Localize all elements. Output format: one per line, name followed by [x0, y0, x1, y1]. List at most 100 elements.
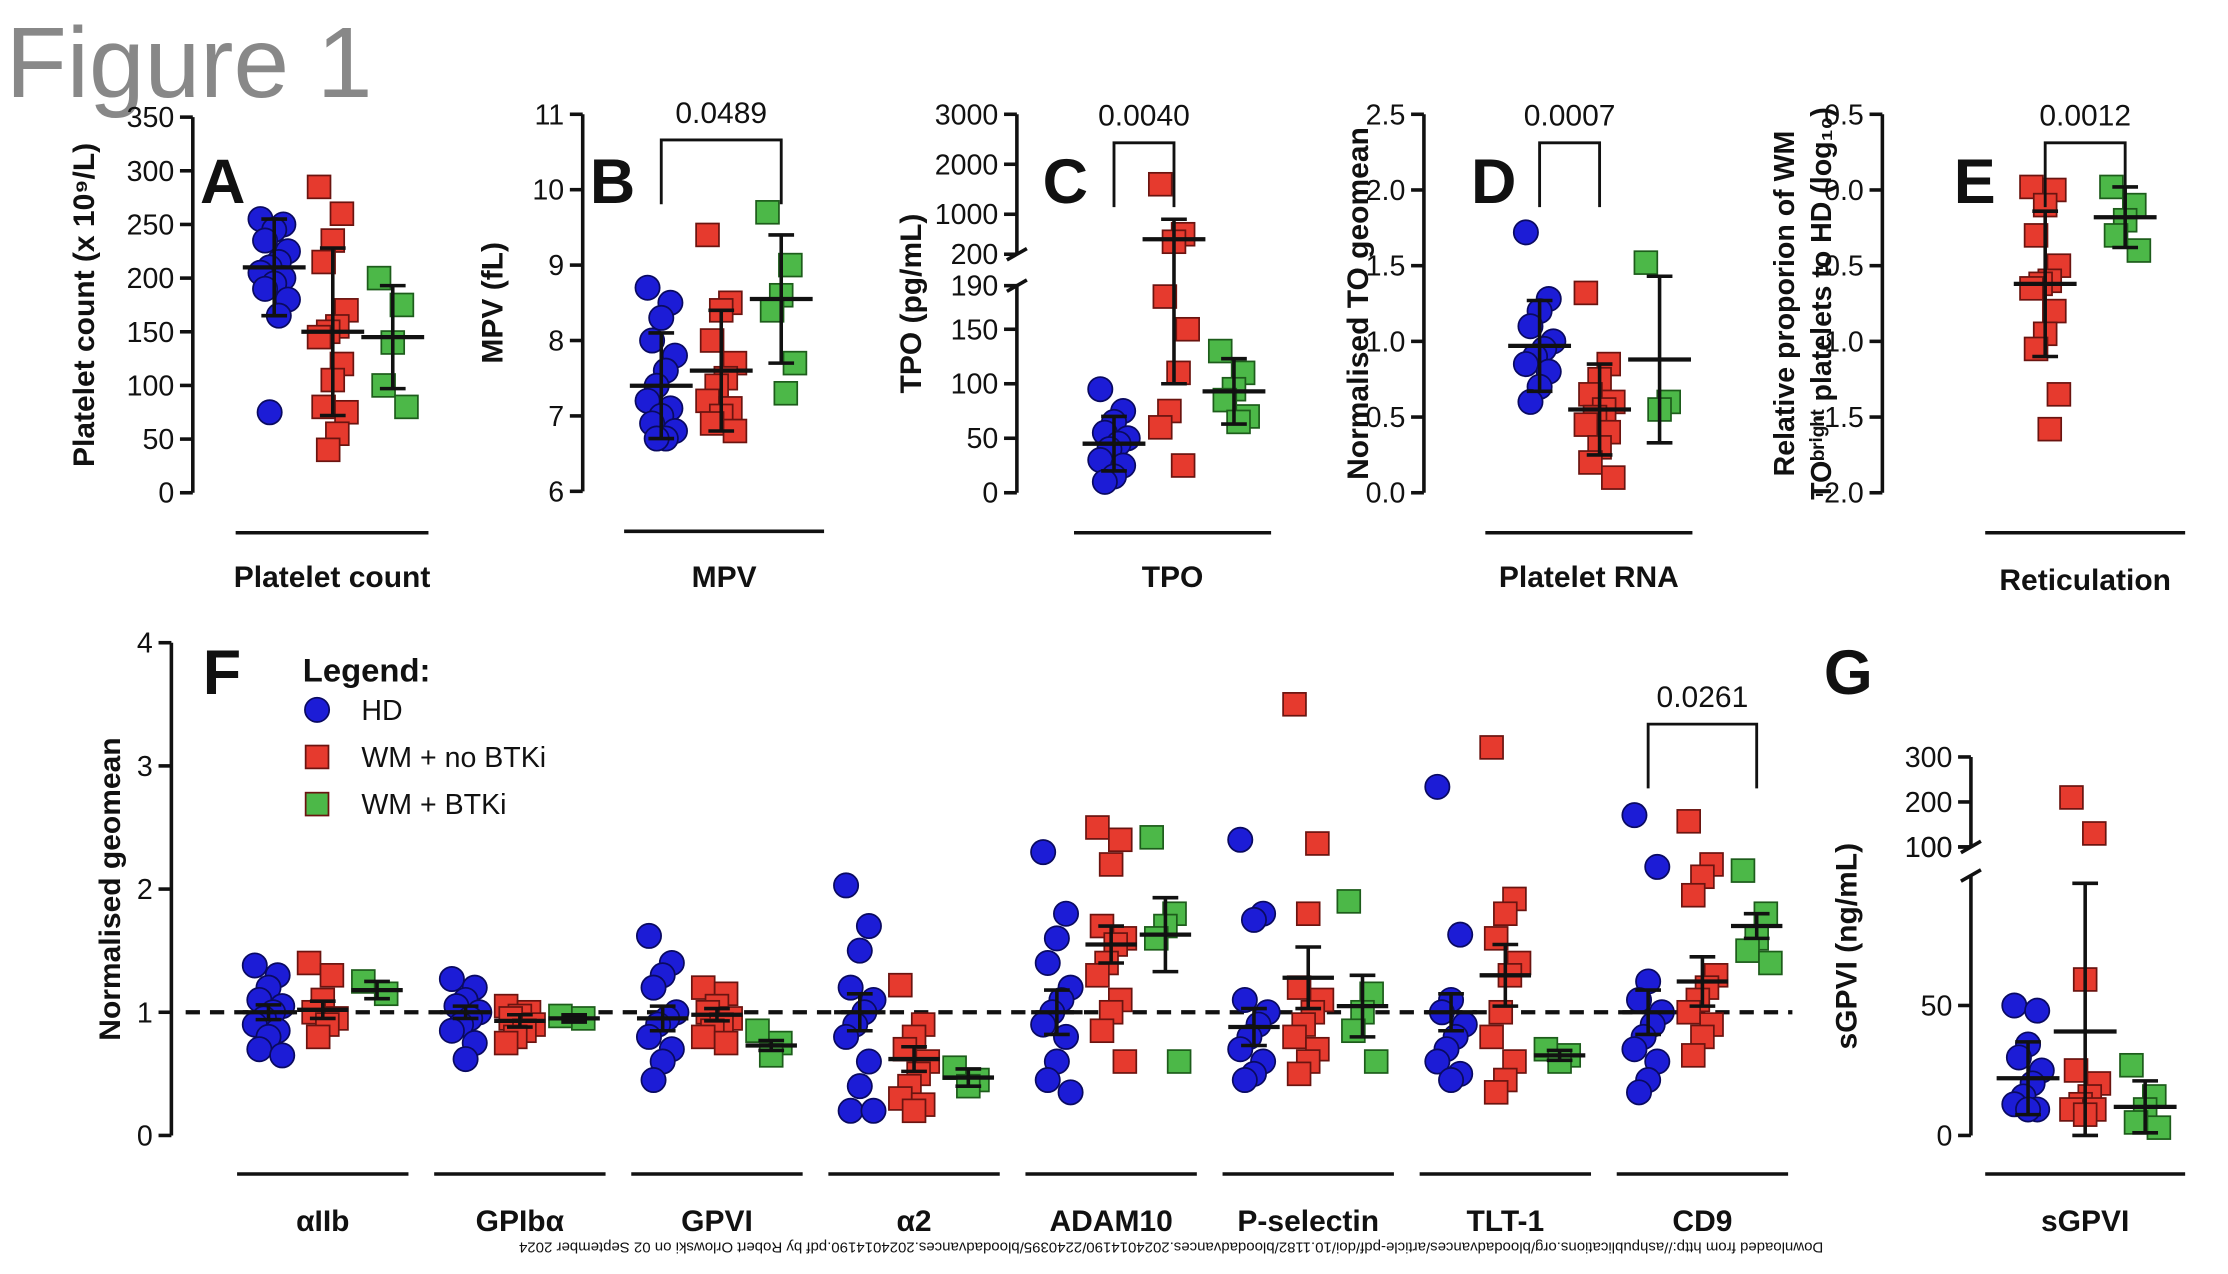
data-point	[246, 1036, 273, 1063]
y-tick-label: 0.5	[1824, 99, 1864, 131]
panel-label: F	[203, 638, 241, 708]
x-category-label: Platelet count	[234, 561, 431, 594]
data-point	[1424, 773, 1451, 800]
y-tick-label: 6	[548, 476, 564, 508]
data-point	[2001, 992, 2028, 1019]
data-point	[1085, 815, 1110, 840]
data-point	[1680, 1043, 1706, 1068]
data-point	[855, 913, 882, 940]
data-point	[1621, 1036, 1648, 1063]
y-axis-label: Relative proporion of WM	[1769, 131, 1801, 477]
data-point	[1735, 938, 1760, 963]
y-tick-label: 3000	[935, 99, 999, 131]
axis-break	[1960, 868, 1982, 883]
legend-marker	[304, 791, 330, 817]
y-tick-label: 100	[951, 369, 999, 401]
legend-marker	[304, 696, 331, 723]
data-point	[2126, 238, 2152, 263]
y-tick-label: 1.5	[1366, 251, 1406, 283]
data-point	[2082, 821, 2107, 846]
data-point	[241, 952, 268, 979]
data-point	[1621, 802, 1648, 829]
data-point	[1573, 280, 1599, 306]
y-tick-label: 11	[535, 99, 565, 131]
data-point	[252, 227, 279, 254]
data-point	[1240, 906, 1267, 933]
figure-title: Figure 1	[6, 7, 373, 119]
data-point	[1601, 465, 1626, 490]
data-point	[773, 381, 799, 406]
data-point	[1676, 809, 1701, 834]
data-point	[1424, 1048, 1451, 1075]
y-tick-label: 50	[967, 423, 999, 455]
data-point	[1034, 949, 1061, 976]
y-axis-label: Normalised TO geomean	[1342, 127, 1375, 480]
data-point	[1166, 360, 1191, 386]
data-point	[699, 328, 725, 353]
data-point	[1479, 1024, 1504, 1050]
y-axis-label: TPO (pg/mL)	[895, 214, 928, 394]
data-point	[2023, 336, 2049, 362]
data-point	[2019, 276, 2044, 301]
data-point	[438, 1017, 465, 1044]
y-tick-label: 50	[1921, 990, 1953, 1022]
y-tick-label: 200	[951, 239, 999, 271]
data-point	[1089, 1018, 1115, 1044]
data-point	[1170, 453, 1196, 478]
data-point	[1175, 316, 1200, 342]
data-point	[1282, 692, 1307, 717]
x-category-label: GPIbα	[476, 1205, 565, 1238]
data-point	[334, 399, 359, 425]
y-tick-label: 2	[137, 874, 153, 906]
data-point	[640, 974, 667, 1001]
y-tick-label: 300	[1905, 742, 1953, 774]
data-point	[833, 1023, 860, 1050]
data-point	[1227, 1036, 1254, 1063]
significance-bracket	[1538, 141, 1602, 208]
data-point	[1512, 219, 1539, 246]
data-point	[1087, 376, 1114, 403]
data-point	[269, 1042, 296, 1069]
data-point	[306, 174, 332, 200]
x-category-label: TPO	[1142, 561, 1204, 594]
data-point	[1112, 1049, 1138, 1074]
y-tick-label: 100	[1905, 832, 1953, 864]
data-point	[855, 1048, 882, 1075]
x-category-label: MPV	[692, 561, 757, 594]
footer: Downloaded from http://ashpublications.o…	[519, 1239, 1823, 1256]
y-tick-label: -1.5	[1815, 402, 1864, 434]
legend-title: Legend:	[303, 651, 431, 688]
y-tick-label: 300	[127, 156, 175, 188]
data-point	[635, 922, 662, 949]
data-point	[888, 972, 913, 998]
y-tick-label: 0.0	[1824, 175, 1864, 207]
data-point	[2059, 785, 2084, 810]
y-tick-label: 1000	[935, 199, 999, 231]
y-axis-label: sGPVI (ng/mL)	[1831, 843, 1864, 1050]
data-point	[1057, 1079, 1084, 1106]
y-tick-label: 190	[951, 271, 999, 303]
data-point	[640, 1067, 667, 1094]
data-point	[2063, 1058, 2089, 1083]
significance-bracket	[659, 138, 783, 205]
data-point	[1493, 901, 1518, 926]
data-point	[1336, 889, 1362, 914]
y-tick-label: 4	[137, 628, 153, 660]
y-axis-label: TOᵇʳⁱᵍʰᵗ platelets to HD (log₁₀)	[1806, 107, 1838, 500]
y-tick-label: 150	[127, 317, 175, 349]
data-point	[2046, 382, 2072, 407]
panel-label: D	[1471, 147, 1516, 217]
panel-label: C	[1043, 147, 1088, 217]
y-tick-label: 50	[142, 424, 174, 456]
x-category-label: P-selectin	[1237, 1205, 1379, 1238]
data-point	[1363, 1049, 1389, 1074]
data-point	[1447, 921, 1474, 948]
data-point	[1758, 950, 1783, 976]
data-point	[256, 399, 283, 426]
data-point	[755, 200, 780, 225]
y-tick-label: 0	[1936, 1120, 1952, 1152]
significance-bracket	[1646, 722, 1759, 789]
data-point	[1152, 284, 1178, 309]
data-point	[1730, 858, 1756, 883]
data-point	[1573, 412, 1599, 437]
